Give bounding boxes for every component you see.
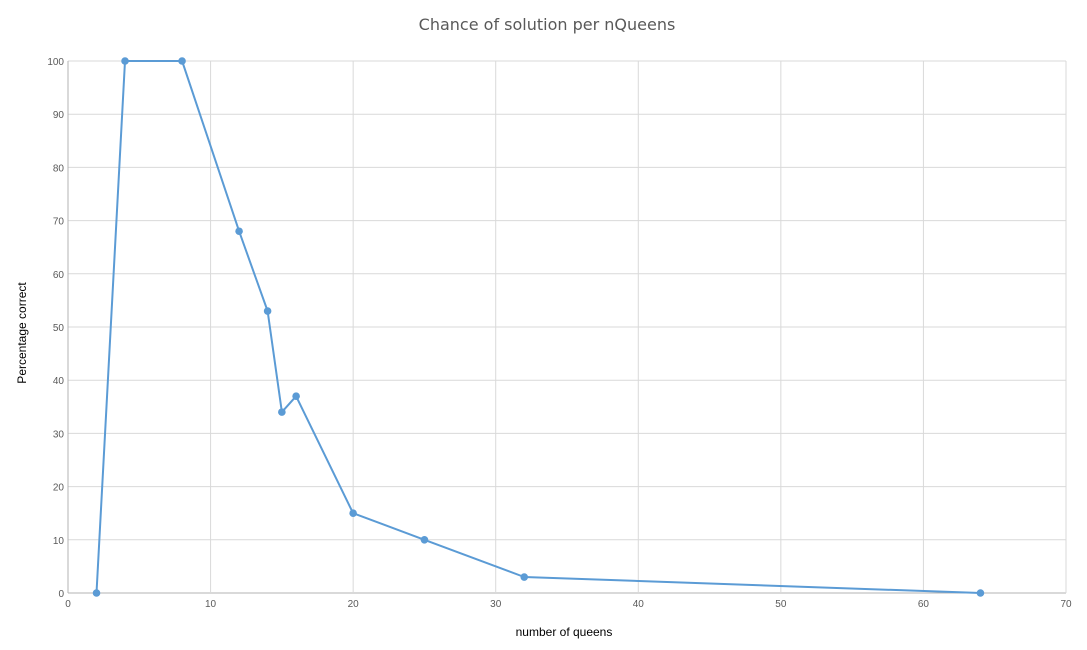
x-tick-label: 40 [633,599,645,610]
data-point [263,307,272,315]
data-point [121,57,129,65]
data-point [976,589,985,597]
grid [67,60,1067,594]
y-tick-label: 50 [53,323,65,334]
data-point [235,227,243,236]
x-tick-label: 30 [490,599,502,610]
x-tick-label: 50 [775,599,787,610]
y-tick-label: 90 [53,110,65,121]
y-tick-label: 10 [53,536,65,547]
data-point [292,392,300,400]
data-point [278,408,286,416]
x-tick-label: 20 [348,599,360,610]
y-tick-label: 70 [53,217,65,228]
x-tick-label: 70 [1060,599,1072,610]
y-axis-label: Percentage correct [15,282,29,384]
chart-title: Chance of solution per nQueens [419,15,676,34]
x-axis-label: number of queens [516,625,613,639]
y-tick-label: 80 [53,163,65,174]
x-tick-label: 0 [65,599,71,610]
y-tick-label: 60 [53,270,65,281]
y-tick-label: 100 [47,57,64,68]
y-tick-label: 20 [53,483,65,494]
y-tick-label: 30 [53,429,65,440]
y-tick-label: 0 [58,589,64,600]
tick-labels: 0 10 20 30 40 50 60 70 80 90 100 0 10 20 30 40 50 60 70 [47,57,1072,610]
x-tick-label: 60 [918,599,930,610]
y-tick-label: 40 [53,376,65,387]
series [92,57,985,597]
data-point [349,509,357,517]
data-point [92,589,101,597]
data-point [520,573,529,581]
data-point [178,57,186,65]
data-point [420,536,429,544]
x-tick-label: 10 [205,599,217,610]
